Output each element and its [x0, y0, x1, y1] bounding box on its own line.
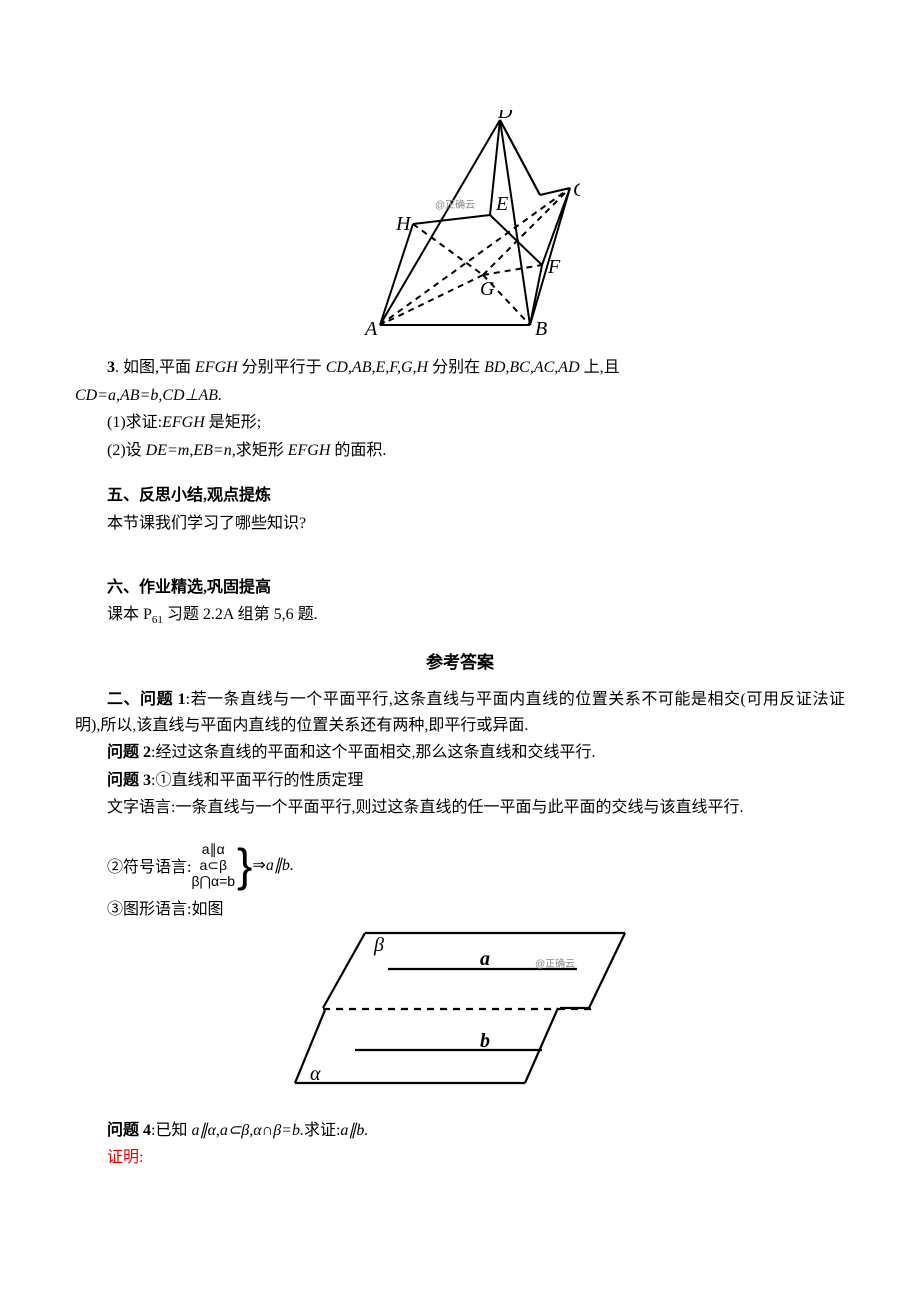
tetrahedron-svg: A B C D E F G H @正确云 [340, 110, 580, 340]
brace-premises: a∥α a⊂β β⋂α=b } [191, 841, 252, 889]
answer-q3-line1: 问题 3:①直线和平面平行的性质定理 [75, 768, 845, 794]
svg-text:E: E [495, 193, 508, 215]
right-brace-icon: } [237, 842, 252, 888]
svg-text:B: B [535, 318, 547, 340]
svg-text:a: a [480, 948, 490, 970]
svg-text:A: A [363, 318, 378, 340]
svg-text:@正确云: @正确云 [535, 957, 575, 970]
svg-text:G: G [480, 278, 495, 300]
problem-3-condition: CD=a,AB=b,CD⊥AB. [75, 383, 845, 409]
problem-3-part1: (1)求证:EFGH 是矩形; [75, 410, 845, 436]
problem-3-part2: (2)设 DE=m,EB=n,求矩形 EFGH 的面积. [75, 438, 845, 464]
section-6-body: 课本 P61 习题 2.2A 组第 5,6 题. [75, 602, 845, 630]
svg-text:β: β [373, 934, 384, 956]
answer-q2: 问题 2:经过这条直线的平面和这个平面相交,那么这条直线和交线平行. [75, 740, 845, 766]
proof-label: 证明: [75, 1145, 845, 1171]
svg-text:F: F [547, 256, 561, 278]
spacer [75, 823, 845, 841]
answer-q1: 二、问题 1:若一条直线与一个平面平行,这条直线与平面内直线的位置关系不可能是相… [75, 687, 845, 738]
answer-q3-line2: 文字语言:一条直线与一个平面平行,则过这条直线的任一平面与此平面的交线与该直线平… [75, 795, 845, 821]
section-5-title: 五、反思小结,观点提炼 [75, 483, 845, 509]
svg-text:b: b [480, 1030, 490, 1052]
svg-text:C: C [573, 179, 580, 201]
answer-q4: 问题 4:已知 a∥α,a⊂β,α∩β=b.求证:a∥b. [75, 1118, 845, 1144]
svg-text:D: D [497, 110, 513, 123]
spacer [75, 539, 845, 575]
section-5-body: 本节课我们学习了哪些知识? [75, 511, 845, 537]
figure-tetrahedron: A B C D E F G H @正确云 [75, 110, 845, 345]
svg-text:α: α [310, 1063, 321, 1085]
figure-planes: β a b α @正确云 [75, 925, 845, 1100]
planes-svg: β a b α @正确云 [290, 925, 630, 1095]
spacer [75, 1110, 845, 1118]
symbolic-language-row: ②符号语言: a∥α a⊂β β⋂α=b } ⇒ a∥b. [107, 841, 845, 889]
answers-heading: 参考答案 [75, 648, 845, 673]
problem-3-number: 3 [107, 359, 115, 376]
section-6-title: 六、作业精选,巩固提高 [75, 575, 845, 601]
svg-text:H: H [395, 213, 412, 235]
svg-text:@正确云: @正确云 [435, 198, 475, 211]
spacer [75, 889, 845, 897]
spacer [75, 465, 845, 483]
document-page: A B C D E F G H @正确云 3. 如图,平面 EFGH 分别平行于 CD,AB,E… [0, 0, 920, 1233]
graphic-language-label: ③图形语言:如图 [75, 897, 845, 923]
problem-3-intro: 3. 如图,平面 EFGH 分别平行于 CD,AB,E,F,G,H 分别在 BD… [75, 355, 845, 381]
